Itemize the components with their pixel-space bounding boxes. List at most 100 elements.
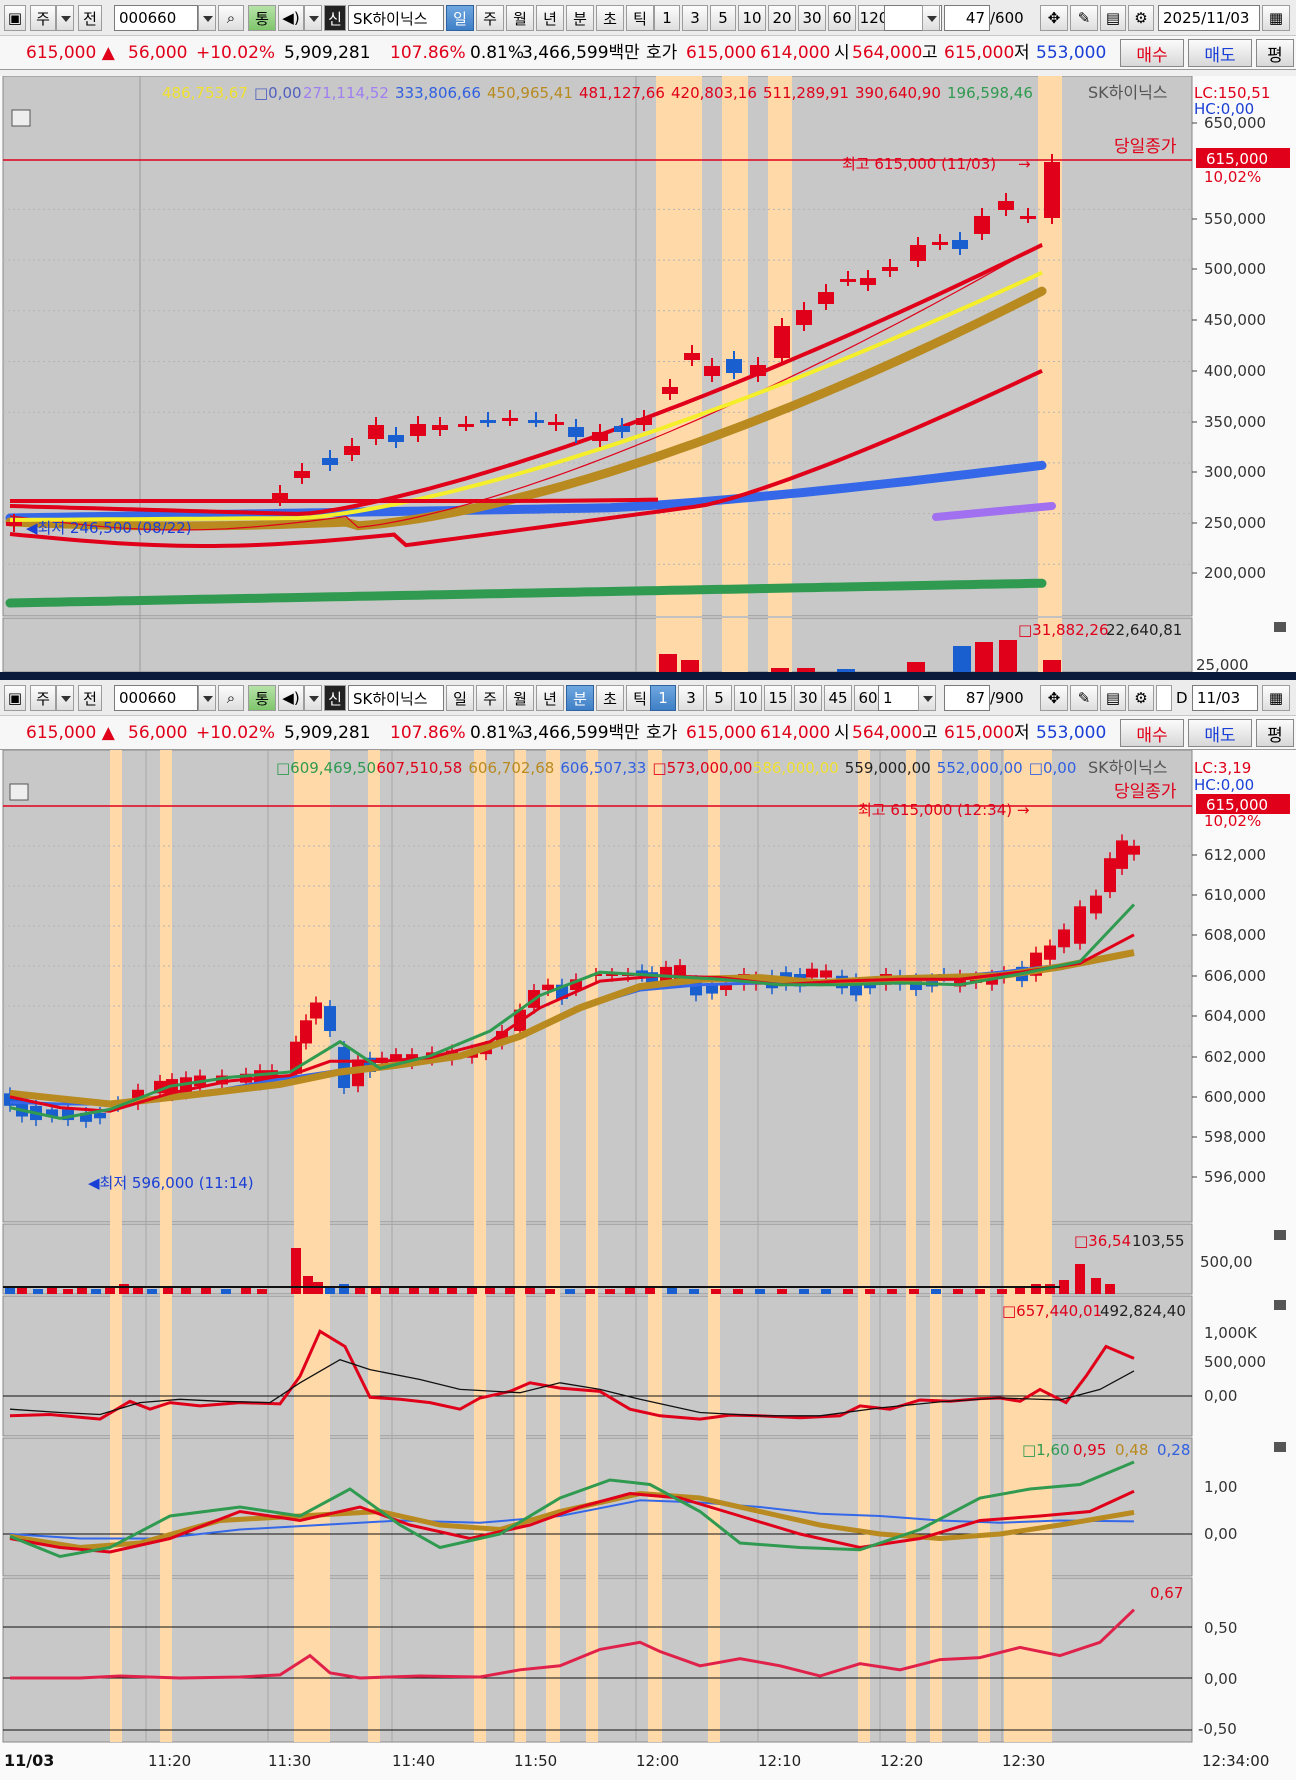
- interval-tab-10[interactable]: 10: [734, 685, 762, 711]
- prev-button[interactable]: 전: [78, 685, 102, 711]
- stock-code-input[interactable]: 000660: [114, 5, 198, 31]
- pyeong-button[interactable]: 평: [1256, 39, 1294, 67]
- turnover: 0.81%: [470, 43, 525, 63]
- period-tab-주[interactable]: 주: [476, 685, 504, 711]
- unit-dropdown[interactable]: [918, 685, 936, 711]
- sell-button[interactable]: 매도: [1188, 39, 1252, 67]
- osc2-legend-0: □1,60: [1022, 1441, 1070, 1459]
- sound-dropdown[interactable]: [304, 5, 322, 31]
- crosshair-icon[interactable]: ✥: [1040, 5, 1068, 31]
- legend-item-2: 606,702,68: [468, 759, 554, 777]
- count-total: /600: [990, 9, 1024, 27]
- period-tab-틱[interactable]: 틱: [626, 685, 654, 711]
- date-input[interactable]: 11/03: [1192, 685, 1258, 711]
- interval-tab-30[interactable]: 30: [798, 5, 826, 31]
- crosshair-icon[interactable]: ✥: [1040, 685, 1068, 711]
- period-tab-분[interactable]: 분: [566, 5, 594, 31]
- panel-divider[interactable]: [0, 672, 1296, 680]
- highlight-band: [368, 750, 380, 1742]
- candle-body: [568, 427, 584, 437]
- interval-tab-15[interactable]: 15: [764, 685, 792, 711]
- settings-icon[interactable]: ⚙: [1128, 5, 1154, 31]
- market-select[interactable]: 주: [30, 685, 56, 711]
- high-price: 615,000: [944, 43, 1015, 63]
- window-icon[interactable]: ▣: [4, 5, 26, 31]
- period-tab-년[interactable]: 년: [536, 685, 564, 711]
- market-select[interactable]: 주: [30, 5, 56, 31]
- save-icon[interactable]: ▤: [1100, 685, 1126, 711]
- market-dropdown[interactable]: [56, 5, 74, 31]
- interval-tab-1[interactable]: 1: [650, 685, 676, 711]
- search-icon[interactable]: ⌕: [218, 685, 244, 711]
- settings-icon[interactable]: ⚙: [1128, 685, 1154, 711]
- volume-bar: [17, 1288, 27, 1294]
- market-dropdown[interactable]: [56, 685, 74, 711]
- close-label: 당일종가: [1114, 137, 1177, 157]
- shin-badge[interactable]: 신: [324, 5, 346, 31]
- sound-dropdown[interactable]: [304, 685, 322, 711]
- lc-label: LC:150,51: [1194, 84, 1270, 102]
- d-checkbox[interactable]: [1156, 685, 1172, 711]
- volume-bar: [667, 1288, 677, 1294]
- interval-tab-10[interactable]: 10: [738, 5, 766, 31]
- volume-bar: [409, 1288, 419, 1294]
- minute-candle-chart[interactable]: □609,469,50 607,510,58 606,702,68 606,507,3…: [0, 750, 1296, 1780]
- period-tab-월[interactable]: 월: [506, 685, 534, 711]
- period-tab-틱[interactable]: 틱: [626, 5, 654, 31]
- interval-tab-45[interactable]: 45: [824, 685, 852, 711]
- period-tab-주[interactable]: 주: [476, 5, 504, 31]
- calendar-icon[interactable]: ▦: [1262, 685, 1290, 711]
- stock-name-field[interactable]: SK하이닉스: [348, 685, 444, 711]
- stock-name-field[interactable]: SK하이닉스: [348, 5, 444, 31]
- buy-button[interactable]: 매수: [1120, 719, 1184, 747]
- draw-tool-icon[interactable]: ✎: [1070, 5, 1098, 31]
- interval-tab-5[interactable]: 5: [710, 5, 736, 31]
- interval-tab-20[interactable]: 20: [768, 5, 796, 31]
- calendar-icon[interactable]: ▦: [1262, 5, 1290, 31]
- interval-tab-3[interactable]: 3: [678, 685, 704, 711]
- code-dropdown[interactable]: [198, 685, 216, 711]
- high-price: 615,000: [944, 723, 1015, 743]
- sell-button[interactable]: 매도: [1188, 719, 1252, 747]
- interval-tab-1[interactable]: 1: [654, 5, 680, 31]
- interval-tab-60[interactable]: 60: [854, 685, 882, 711]
- interval-tab-3[interactable]: 3: [682, 5, 708, 31]
- period-tab-일[interactable]: 일: [446, 685, 474, 711]
- sound-icon[interactable]: ◀): [278, 685, 304, 711]
- prev-button[interactable]: 전: [78, 5, 102, 31]
- interval-tab-60[interactable]: 60: [828, 5, 856, 31]
- close-panel-icon: [1274, 1300, 1286, 1310]
- save-icon[interactable]: ▤: [1100, 5, 1126, 31]
- candle-body: [542, 984, 554, 991]
- legend-item-6: 559,000,00: [845, 759, 931, 777]
- sound-icon[interactable]: ◀): [278, 5, 304, 31]
- period-tab-분[interactable]: 분: [566, 685, 594, 711]
- period-tab-초[interactable]: 초: [596, 5, 624, 31]
- period-tab-일[interactable]: 일: [446, 5, 474, 31]
- search-icon[interactable]: ⌕: [218, 5, 244, 31]
- tong-button[interactable]: 통: [248, 5, 276, 31]
- pyeong-button[interactable]: 평: [1256, 719, 1294, 747]
- interval-dropdown[interactable]: [922, 5, 940, 31]
- interval-tab-5[interactable]: 5: [706, 685, 732, 711]
- stock-code-input[interactable]: 000660: [114, 685, 198, 711]
- volume-bar: [355, 1286, 365, 1294]
- count-input[interactable]: 87: [944, 685, 990, 711]
- date-input[interactable]: 2025/11/03: [1158, 5, 1260, 31]
- shin-badge[interactable]: 신: [324, 685, 346, 711]
- period-tab-년[interactable]: 년: [536, 5, 564, 31]
- candle-body: [774, 326, 790, 358]
- daily-candle-chart[interactable]: 486,753,67 □0,00 271,114,52 333,806,66 450,9…: [0, 76, 1296, 672]
- tong-button[interactable]: 통: [248, 685, 276, 711]
- interval-tab-30[interactable]: 30: [794, 685, 822, 711]
- count-input[interactable]: 47: [944, 5, 990, 31]
- window-icon[interactable]: ▣: [4, 685, 26, 711]
- legend-item-1: 607,510,58: [376, 759, 462, 777]
- period-tab-월[interactable]: 월: [506, 5, 534, 31]
- draw-tool-icon[interactable]: ✎: [1070, 685, 1098, 711]
- volume-bar: [931, 1289, 941, 1294]
- code-dropdown[interactable]: [198, 5, 216, 31]
- period-tab-초[interactable]: 초: [596, 685, 624, 711]
- price-change: 56,000: [128, 723, 188, 743]
- buy-button[interactable]: 매수: [1120, 39, 1184, 67]
